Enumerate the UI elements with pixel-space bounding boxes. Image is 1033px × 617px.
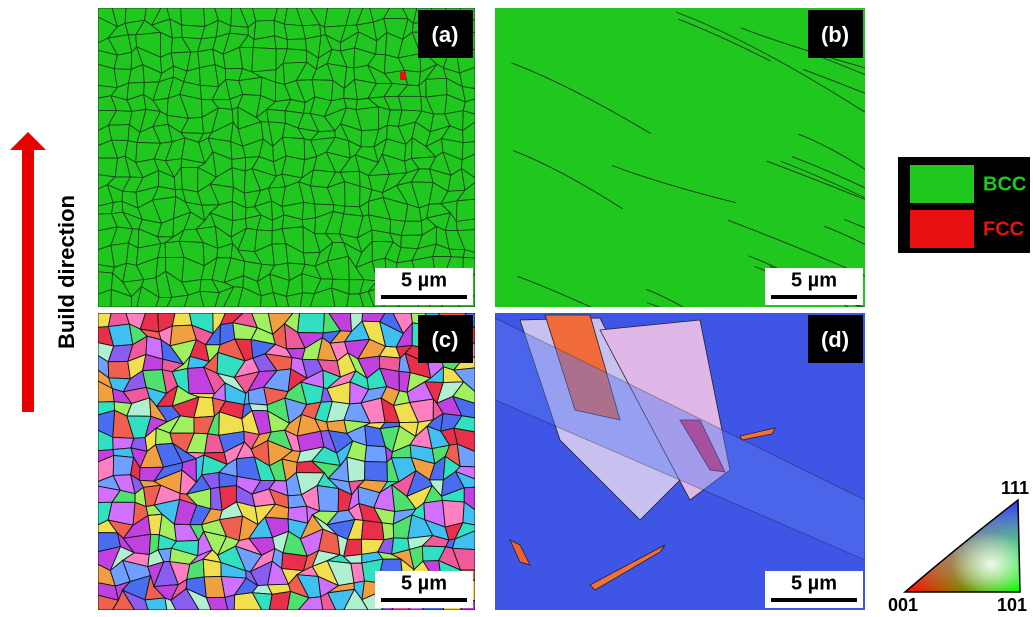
ipf-right: 101 bbox=[997, 595, 1027, 615]
panel-label: (d) bbox=[821, 327, 849, 352]
grain bbox=[113, 455, 133, 475]
scale-bar-label: 5 µm bbox=[401, 269, 447, 291]
grain bbox=[398, 96, 421, 111]
panel-label: (a) bbox=[432, 22, 459, 47]
grain bbox=[108, 125, 129, 141]
scale-bar-label: 5 µm bbox=[791, 269, 837, 291]
grain bbox=[405, 70, 421, 85]
legend-swatch bbox=[910, 165, 974, 203]
grain bbox=[172, 313, 192, 326]
grain bbox=[267, 109, 286, 123]
scale-bar-label: 5 µm bbox=[791, 572, 837, 594]
grain bbox=[282, 553, 308, 571]
ipf-left: 001 bbox=[888, 595, 918, 615]
grain bbox=[239, 77, 262, 95]
grain bbox=[456, 199, 475, 221]
grain bbox=[347, 457, 365, 482]
grain bbox=[317, 486, 338, 512]
grain bbox=[456, 219, 475, 231]
grain bbox=[345, 182, 360, 207]
boundary bbox=[844, 300, 1023, 368]
grain bbox=[98, 158, 118, 177]
grain bbox=[302, 203, 315, 220]
grain bbox=[272, 244, 288, 266]
legend-label: FCC bbox=[983, 218, 1024, 240]
panel-label: (b) bbox=[821, 22, 849, 47]
build-arrow bbox=[10, 132, 46, 412]
grain bbox=[252, 47, 277, 71]
scale-bar bbox=[771, 598, 857, 602]
grain bbox=[449, 249, 465, 257]
scale-bar bbox=[381, 295, 467, 299]
grain bbox=[253, 8, 278, 21]
grain bbox=[298, 313, 325, 333]
grain bbox=[203, 559, 221, 577]
maps bbox=[98, 8, 1023, 610]
panel-label: (c) bbox=[432, 327, 459, 352]
ipf-key: 111 001 101 bbox=[888, 478, 1029, 615]
ipf-outline bbox=[905, 500, 1020, 592]
legend-label: BCC bbox=[983, 173, 1026, 195]
grain bbox=[108, 361, 130, 378]
scale-bar bbox=[381, 598, 467, 602]
scale-bar bbox=[771, 295, 857, 299]
figure: (a) 5 µm (b) 5 µm (c) 5 µm (d) 5 µm Build direc… bbox=[0, 0, 1033, 617]
grain bbox=[401, 221, 422, 235]
page: (a) 5 µm (b) 5 µm (c) 5 µm (d) 5 µm Build direc… bbox=[0, 0, 1033, 617]
ipf-top: 111 bbox=[1001, 478, 1029, 498]
grain bbox=[365, 462, 388, 482]
build-direction-label: Build direction bbox=[54, 195, 79, 349]
grain bbox=[112, 201, 123, 213]
scale-bar-label: 5 µm bbox=[401, 572, 447, 594]
grain bbox=[361, 520, 384, 539]
grain bbox=[145, 598, 167, 610]
grain bbox=[382, 523, 394, 540]
grain bbox=[181, 167, 198, 192]
grain bbox=[181, 8, 205, 27]
grain bbox=[249, 404, 268, 411]
grain bbox=[426, 78, 447, 97]
grain bbox=[182, 25, 205, 39]
legend-swatch bbox=[910, 210, 974, 248]
grain bbox=[283, 49, 307, 63]
fcc-spot bbox=[400, 72, 406, 80]
grain bbox=[365, 446, 387, 463]
grain bbox=[287, 39, 306, 50]
